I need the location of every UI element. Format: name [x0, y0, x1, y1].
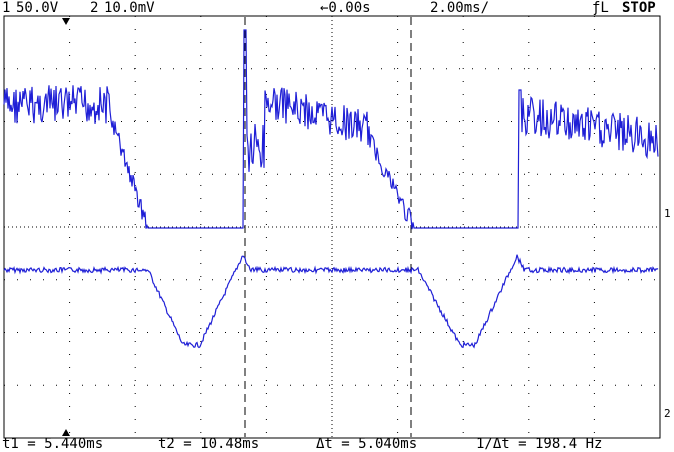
trigger-mode: ƒL: [592, 0, 609, 16]
ch1-trace: [3, 29, 659, 230]
trigger-marker: [62, 18, 70, 25]
run-status: STOP: [622, 0, 656, 16]
cursor-t2: t2 = 10.48ms: [158, 436, 260, 452]
ch1-label: 1: [2, 0, 11, 16]
trigger-position: ←0.00s: [320, 0, 371, 16]
trigger-marker-bottom: [62, 429, 70, 436]
cursor-frequency: 1/Δt = 198.4 Hz: [476, 436, 603, 452]
ch1-marker: 1: [664, 207, 671, 220]
ch2-scale: 10.0mV: [104, 0, 155, 16]
ch2-trace: [3, 254, 659, 349]
frame: [3, 15, 661, 439]
ch1-scale: 50.0V: [16, 0, 59, 16]
cursor-t1: t1 = 5.440ms: [2, 436, 104, 452]
ch2-marker: 2: [664, 407, 671, 420]
ch2-label: 2: [90, 0, 99, 16]
cursor-delta: Δt = 5.040ms: [316, 436, 418, 452]
timebase: 2.00ms/: [430, 0, 490, 16]
